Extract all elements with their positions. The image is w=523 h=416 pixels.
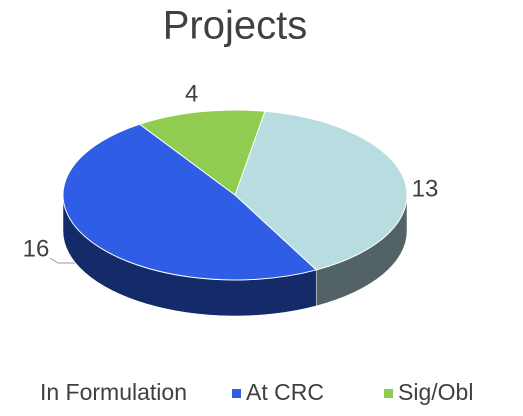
slice xyxy=(138,109,266,196)
data-label: 4 xyxy=(185,80,198,107)
leader-line xyxy=(49,257,75,264)
slice xyxy=(234,110,408,271)
chart-title: Projects xyxy=(163,4,308,48)
slice xyxy=(62,123,318,281)
legend-marker xyxy=(384,389,393,398)
data-label: 16 xyxy=(23,235,50,262)
data-label: 13 xyxy=(412,175,439,202)
legend-label: Sig/Obl xyxy=(398,379,473,405)
legend-label: At CRC xyxy=(246,379,324,405)
legend-marker xyxy=(232,389,241,398)
legend-label: In Formulation xyxy=(40,379,187,405)
